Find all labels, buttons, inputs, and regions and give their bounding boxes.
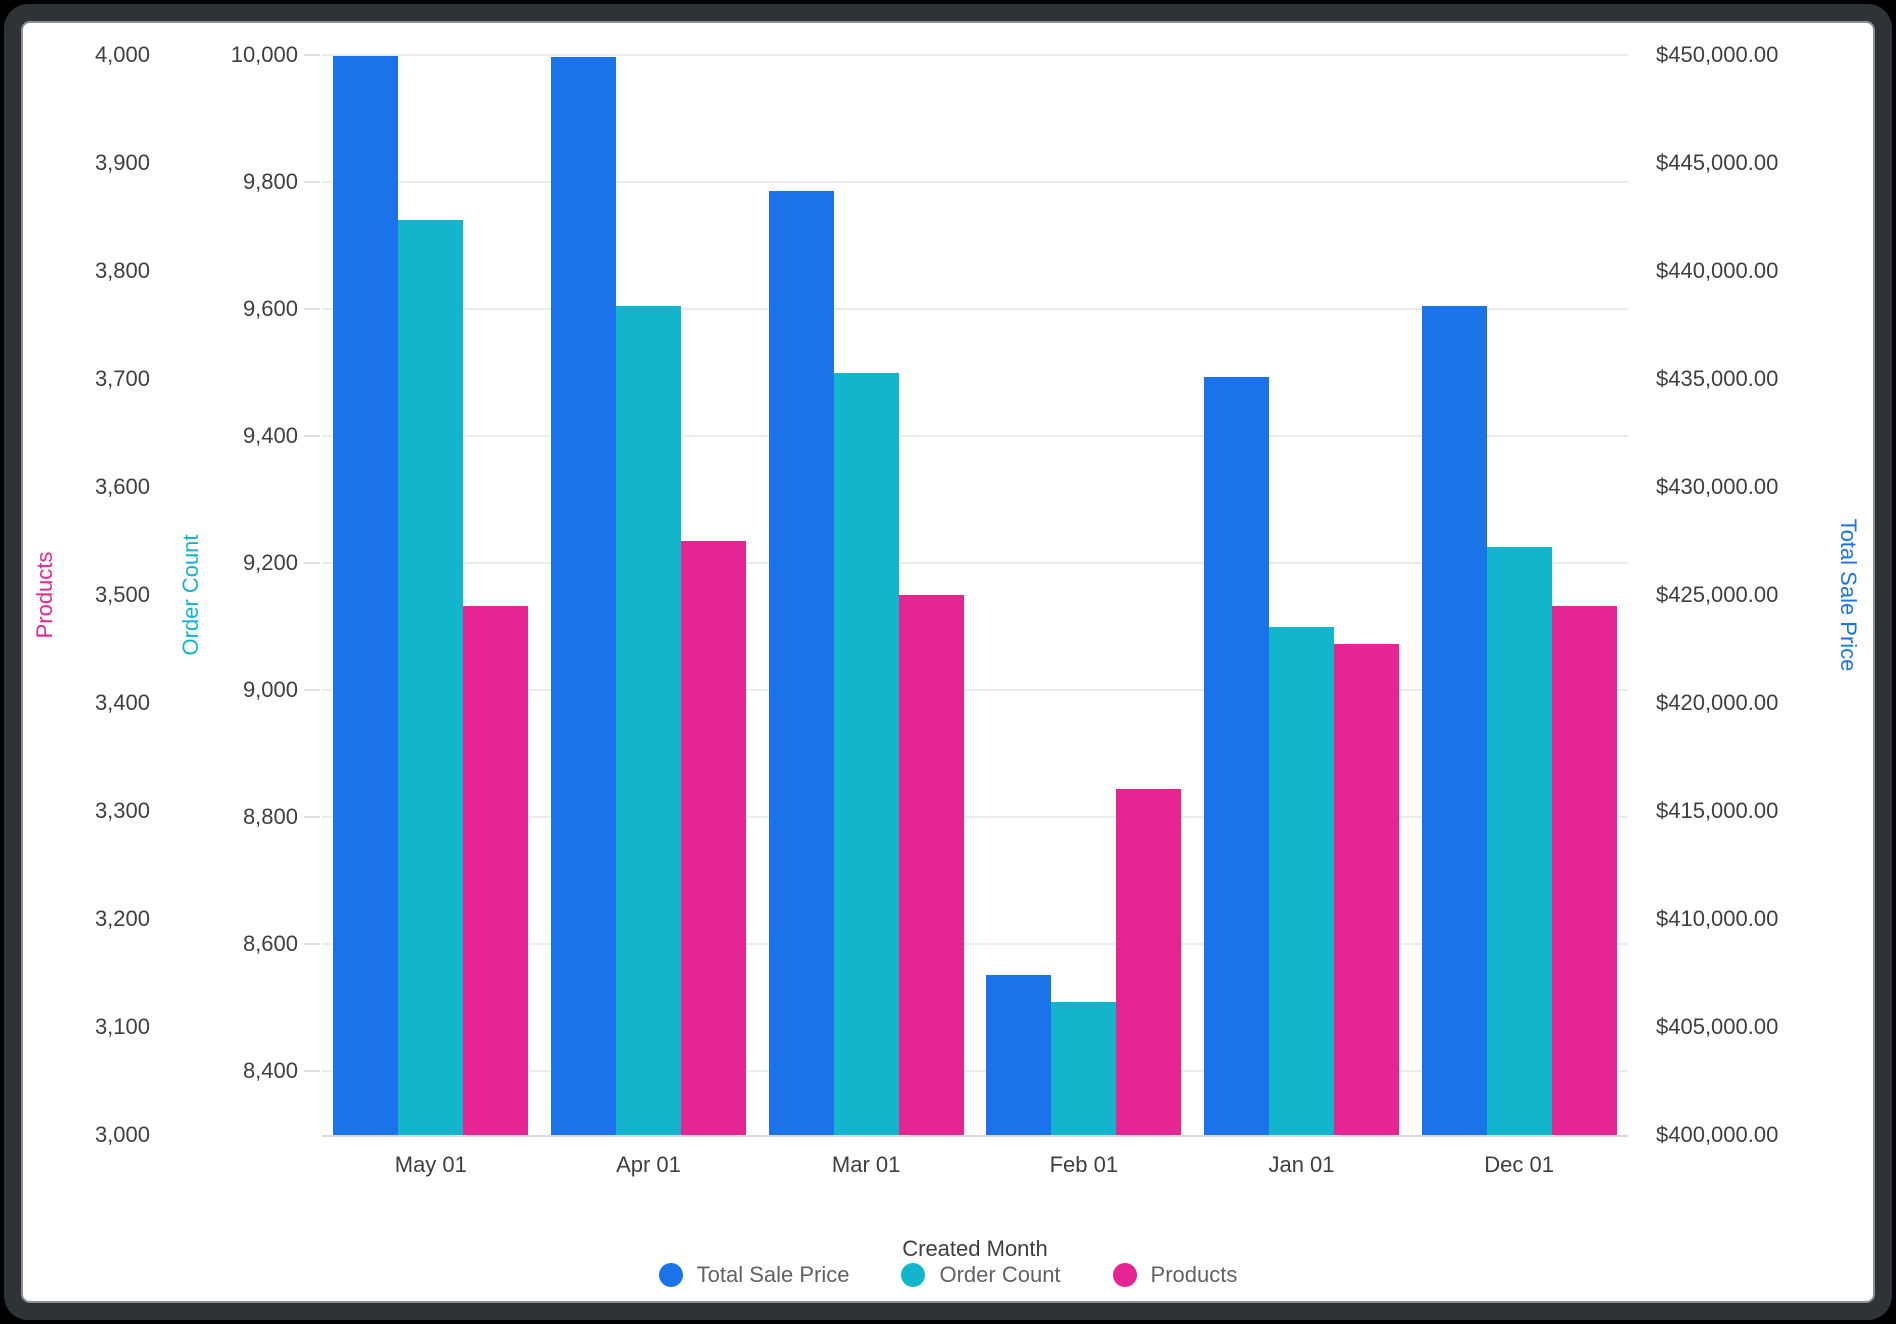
- y-tick-label: 3,000: [94, 1122, 150, 1147]
- gridline: [322, 54, 1628, 56]
- gridline: [322, 689, 1628, 692]
- bar-order-count[interactable]: [616, 305, 681, 1135]
- gridline: [322, 1070, 1628, 1073]
- bar-total-sale-price[interactable]: [1204, 376, 1269, 1135]
- y-tick-label: 9,800: [242, 169, 298, 195]
- bar-products[interactable]: [463, 605, 529, 1135]
- y-tick-label: $430,000.00: [1656, 474, 1779, 499]
- y-tick-label: 8,400: [242, 1058, 298, 1084]
- y-tick-label: $425,000.00: [1656, 582, 1779, 607]
- gridline: [322, 816, 1628, 819]
- y-tick-label: $450,000.00: [1656, 42, 1779, 67]
- bar-order-count[interactable]: [398, 220, 464, 1135]
- tick-mark: [304, 689, 320, 692]
- y-tick-label: 10,000: [230, 42, 298, 67]
- y-tick-label: 8,800: [242, 804, 298, 830]
- legend-swatch-icon: [901, 1263, 926, 1287]
- y-tick-label: $410,000.00: [1656, 906, 1779, 931]
- y-tick-label: 9,400: [242, 423, 298, 449]
- bar-order-count[interactable]: [1269, 626, 1334, 1135]
- y-tick-label: 3,100: [94, 1014, 150, 1039]
- x-axis-line: [322, 1135, 1628, 1137]
- tick-mark: [304, 308, 320, 311]
- tick-mark: [304, 816, 320, 819]
- y-axis-title-products: Products: [32, 551, 57, 639]
- x-category-label: Dec 01: [1484, 1152, 1555, 1177]
- x-axis-title: Created Month: [902, 1236, 1048, 1261]
- y-tick-label: $420,000.00: [1656, 690, 1779, 715]
- bar-products[interactable]: [1116, 789, 1182, 1135]
- y-tick-label: 3,700: [94, 366, 150, 391]
- plot-area: [322, 54, 1628, 1137]
- x-category-label: Jan 01: [1268, 1152, 1335, 1177]
- y-tick-label: 3,500: [94, 582, 150, 607]
- y-tick-label: $445,000.00: [1656, 150, 1779, 175]
- bar-products[interactable]: [1334, 643, 1399, 1135]
- bar-order-count[interactable]: [1051, 1001, 1117, 1135]
- y-tick-label: $415,000.00: [1656, 798, 1779, 823]
- gridline: [322, 562, 1628, 565]
- tick-mark: [304, 181, 320, 184]
- bar-total-sale-price[interactable]: [986, 975, 1052, 1135]
- gridline: [322, 308, 1628, 311]
- y-tick-label: $405,000.00: [1656, 1014, 1779, 1039]
- y-tick-label: 9,000: [242, 677, 298, 703]
- y-tick-label: 3,900: [94, 150, 150, 175]
- tick-mark: [304, 943, 320, 946]
- bar-order-count[interactable]: [1486, 547, 1552, 1135]
- x-category-label: Mar 01: [831, 1152, 901, 1177]
- gridline: [322, 435, 1628, 438]
- y-tick-label: 3,400: [94, 690, 150, 715]
- bar-total-sale-price[interactable]: [333, 56, 399, 1135]
- tick-mark: [304, 54, 320, 56]
- legend-label: Order Count: [939, 1262, 1061, 1287]
- bar-products[interactable]: [681, 541, 746, 1135]
- legend-item-total-sale-price[interactable]: Total Sale Price: [658, 1262, 850, 1288]
- gridline: [322, 943, 1628, 946]
- bar-products[interactable]: [1551, 605, 1617, 1135]
- y-tick-label: 3,200: [94, 906, 150, 931]
- gridline: [322, 181, 1628, 184]
- tick-mark: [304, 562, 320, 565]
- legend-swatch-icon: [1112, 1263, 1137, 1287]
- legend: Total Sale Price Order Count Products: [0, 1262, 1896, 1288]
- legend-item-order-count[interactable]: Order Count: [901, 1262, 1061, 1288]
- y-tick-label: 4,000: [94, 42, 150, 67]
- y-tick-label: 3,600: [94, 474, 150, 499]
- y-tick-label: 9,200: [242, 550, 298, 576]
- y-axis-title-total-sale-price: Total Sale Price: [1836, 518, 1861, 672]
- y-tick-label: 9,600: [242, 296, 298, 322]
- bar-total-sale-price[interactable]: [1421, 305, 1487, 1135]
- legend-label: Total Sale Price: [696, 1262, 850, 1287]
- legend-item-products[interactable]: Products: [1112, 1262, 1238, 1288]
- bar-total-sale-price[interactable]: [768, 191, 834, 1135]
- bar-order-count[interactable]: [833, 372, 899, 1135]
- tick-mark: [304, 435, 320, 438]
- legend-label: Products: [1150, 1262, 1238, 1287]
- y-tick-label: 3,300: [94, 798, 150, 823]
- y-tick-label: 3,800: [94, 258, 150, 283]
- y-tick-label: $400,000.00: [1656, 1122, 1779, 1147]
- x-category-label: Feb 01: [1049, 1152, 1119, 1177]
- bar-total-sale-price[interactable]: [551, 57, 616, 1135]
- x-category-label: May 01: [394, 1152, 467, 1177]
- legend-swatch-icon: [658, 1263, 683, 1287]
- tick-mark: [304, 1070, 320, 1073]
- y-tick-label: $440,000.00: [1656, 258, 1779, 283]
- y-tick-label: $435,000.00: [1656, 366, 1779, 391]
- x-category-label: Apr 01: [616, 1152, 681, 1177]
- y-tick-label: 8,600: [242, 931, 298, 957]
- bar-products[interactable]: [898, 595, 964, 1135]
